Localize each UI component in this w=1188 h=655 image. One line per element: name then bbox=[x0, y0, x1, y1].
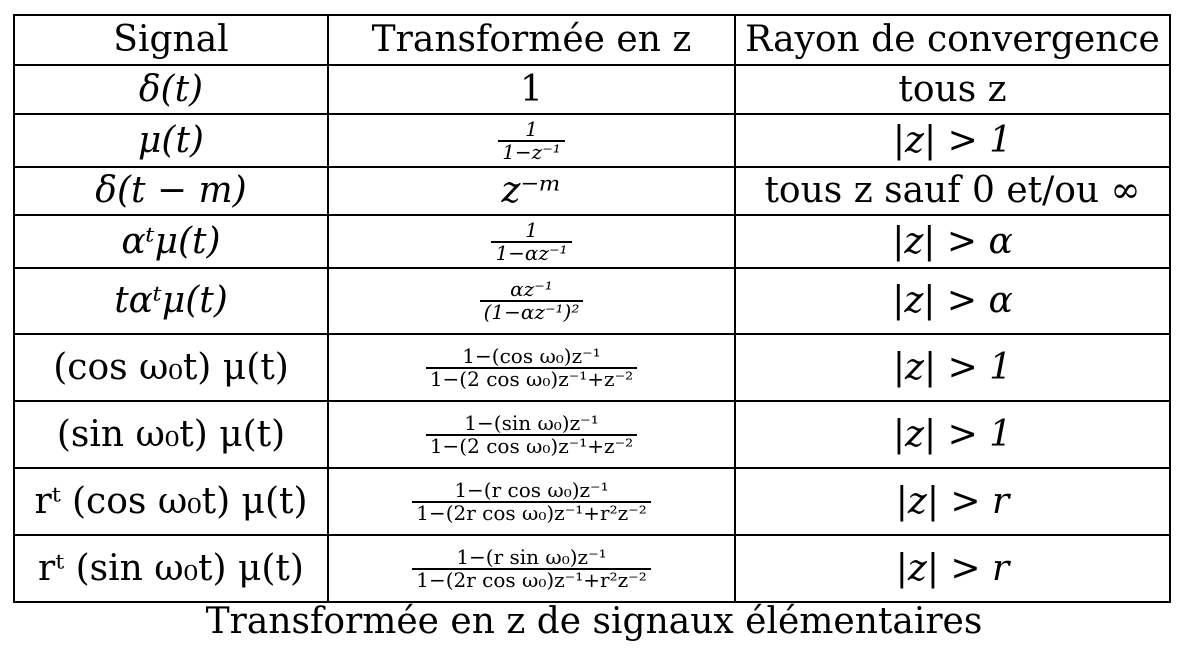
signal-cell: rᵗ (cos ω₀t) μ(t) bbox=[13, 467, 329, 536]
transform-fraction: 1−(r sin ω₀)z⁻¹ 1−(2r cos ω₀)z⁻¹+r²z⁻² bbox=[412, 544, 651, 591]
denominator: (1−αz⁻¹)² bbox=[479, 300, 584, 323]
header-transform: Transformée en z bbox=[327, 14, 736, 66]
transform-fraction: 1−(cos ω₀)z⁻¹ 1−(2 cos ω₀)z⁻¹+z⁻² bbox=[425, 343, 638, 390]
transform-fraction: 1 1−z⁻¹ bbox=[498, 116, 565, 163]
roc-cell: |z| > α bbox=[734, 267, 1171, 335]
transform-cell: 1−(r cos ω₀)z⁻¹ 1−(2r cos ω₀)z⁻¹+r²z⁻² bbox=[327, 467, 736, 536]
table-row: δ(t) 1 tous z bbox=[13, 64, 1171, 115]
numerator: 1−(r sin ω₀)z⁻¹ bbox=[456, 544, 607, 569]
signal-cell: rᵗ (sin ω₀t) μ(t) bbox=[13, 534, 329, 603]
numerator: 1−(r cos ω₀)z⁻¹ bbox=[454, 477, 609, 502]
signal-cell: (cos ω₀t) μ(t) bbox=[13, 333, 329, 402]
signal-cell: δ(t − m) bbox=[13, 166, 329, 216]
denominator: 1−(2 cos ω₀)z⁻¹+z⁻² bbox=[425, 366, 638, 390]
header-row: Signal Transformée en z Rayon de converg… bbox=[13, 14, 1171, 66]
transform-cell: αz⁻¹ (1−αz⁻¹)² bbox=[327, 267, 736, 335]
denominator: 1−(2r cos ω₀)z⁻¹+r²z⁻² bbox=[412, 567, 651, 591]
header-roc: Rayon de convergence bbox=[734, 14, 1171, 66]
table-row: αᵗμ(t) 1 1−αz⁻¹ |z| > α bbox=[13, 214, 1171, 269]
table-row: (cos ω₀t) μ(t) 1−(cos ω₀)z⁻¹ 1−(2 cos ω₀)… bbox=[13, 333, 1171, 402]
signal-cell: αᵗμ(t) bbox=[13, 214, 329, 269]
transform-fraction: 1−(r cos ω₀)z⁻¹ 1−(2r cos ω₀)z⁻¹+r²z⁻² bbox=[412, 477, 651, 524]
numerator: αz⁻¹ bbox=[510, 277, 553, 301]
transform-cell: 1 1−αz⁻¹ bbox=[327, 214, 736, 269]
roc-cell: |z| > 1 bbox=[734, 113, 1171, 168]
header-signal: Signal bbox=[13, 14, 329, 66]
numerator: 1 bbox=[525, 116, 538, 141]
table-row: rᵗ (sin ω₀t) μ(t) 1−(r sin ω₀)z⁻¹ 1−(2r c… bbox=[13, 534, 1171, 603]
table-caption: Transformée en z de signaux élémentaires bbox=[205, 601, 983, 642]
roc-cell: |z| > r bbox=[734, 467, 1171, 536]
signal-cell: (sin ω₀t) μ(t) bbox=[13, 400, 329, 469]
roc-cell: |z| > α bbox=[734, 214, 1171, 269]
transform-cell: 1−(sin ω₀)z⁻¹ 1−(2 cos ω₀)z⁻¹+z⁻² bbox=[327, 400, 736, 469]
roc-cell: |z| > 1 bbox=[734, 400, 1171, 469]
numerator: 1 bbox=[525, 217, 538, 242]
table-row: μ(t) 1 1−z⁻¹ |z| > 1 bbox=[13, 113, 1171, 168]
numerator: 1−(sin ω₀)z⁻¹ bbox=[464, 410, 599, 435]
transform-cell: 1−(r sin ω₀)z⁻¹ 1−(2r cos ω₀)z⁻¹+r²z⁻² bbox=[327, 534, 736, 603]
denominator: 1−z⁻¹ bbox=[498, 139, 565, 163]
roc-cell: tous z bbox=[734, 64, 1171, 115]
roc-cell: tous z sauf 0 et/ou ∞ bbox=[734, 166, 1171, 216]
roc-cell: |z| > r bbox=[734, 534, 1171, 603]
denominator: 1−(2 cos ω₀)z⁻¹+z⁻² bbox=[425, 433, 638, 457]
transform-cell: 1−(cos ω₀)z⁻¹ 1−(2 cos ω₀)z⁻¹+z⁻² bbox=[327, 333, 736, 402]
signal-cell: tαᵗμ(t) bbox=[13, 267, 329, 335]
denominator: 1−(2r cos ω₀)z⁻¹+r²z⁻² bbox=[412, 500, 651, 524]
roc-cell: |z| > 1 bbox=[734, 333, 1171, 402]
transform-fraction: 1 1−αz⁻¹ bbox=[491, 217, 572, 264]
transform-cell: 1 bbox=[327, 64, 736, 115]
z-transform-table: Signal Transformée en z Rayon de converg… bbox=[13, 14, 1171, 603]
denominator: 1−αz⁻¹ bbox=[491, 240, 572, 264]
table-row: tαᵗμ(t) αz⁻¹ (1−αz⁻¹)² |z| > α bbox=[13, 267, 1171, 335]
signal-cell: μ(t) bbox=[13, 113, 329, 168]
transform-fraction: αz⁻¹ (1−αz⁻¹)² bbox=[479, 277, 584, 323]
table-row: (sin ω₀t) μ(t) 1−(sin ω₀)z⁻¹ 1−(2 cos ω₀)… bbox=[13, 400, 1171, 469]
table-row: rᵗ (cos ω₀t) μ(t) 1−(r cos ω₀)z⁻¹ 1−(2r c… bbox=[13, 467, 1171, 536]
transform-cell: z⁻ᵐ bbox=[327, 166, 736, 216]
transform-fraction: 1−(sin ω₀)z⁻¹ 1−(2 cos ω₀)z⁻¹+z⁻² bbox=[425, 410, 638, 457]
transform-cell: 1 1−z⁻¹ bbox=[327, 113, 736, 168]
table-row: δ(t − m) z⁻ᵐ tous z sauf 0 et/ou ∞ bbox=[13, 166, 1171, 216]
signal-cell: δ(t) bbox=[13, 64, 329, 115]
numerator: 1−(cos ω₀)z⁻¹ bbox=[462, 343, 601, 368]
